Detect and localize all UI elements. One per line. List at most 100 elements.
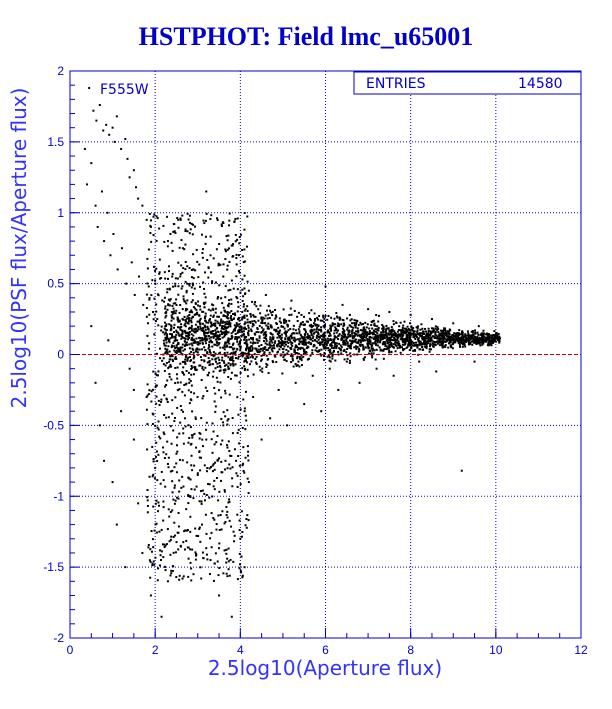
data-point xyxy=(236,238,239,241)
data-point xyxy=(412,341,415,344)
data-point xyxy=(227,224,230,227)
data-point xyxy=(228,302,231,305)
data-point xyxy=(460,469,463,472)
data-point xyxy=(174,551,177,554)
data-point xyxy=(255,347,258,350)
data-point xyxy=(163,271,166,274)
data-point xyxy=(188,381,191,384)
data-point xyxy=(228,247,231,250)
data-point xyxy=(399,321,402,324)
data-point xyxy=(293,350,296,353)
data-point xyxy=(242,351,245,354)
data-point xyxy=(234,336,237,339)
data-point xyxy=(249,356,252,359)
data-point xyxy=(253,332,256,335)
data-point xyxy=(230,319,233,322)
data-point xyxy=(154,320,157,323)
data-point xyxy=(164,569,167,572)
data-point xyxy=(313,328,316,331)
data-point xyxy=(241,334,244,337)
data-point xyxy=(428,350,431,353)
data-point xyxy=(311,339,314,342)
data-point xyxy=(485,336,488,339)
data-point xyxy=(219,263,222,266)
data-point xyxy=(160,528,163,531)
data-point xyxy=(204,328,207,331)
data-point xyxy=(438,332,441,335)
data-point xyxy=(408,349,411,352)
data-point xyxy=(242,398,245,401)
data-point xyxy=(152,473,155,476)
data-point xyxy=(429,330,432,333)
data-point xyxy=(204,326,207,329)
data-point xyxy=(365,326,368,329)
data-point xyxy=(288,314,291,317)
data-point xyxy=(228,260,231,263)
data-point xyxy=(439,340,442,343)
data-point xyxy=(199,469,202,472)
data-point xyxy=(155,384,158,387)
data-point xyxy=(222,421,225,424)
data-point xyxy=(234,332,237,335)
data-point xyxy=(260,316,263,319)
data-point xyxy=(218,333,221,336)
data-point xyxy=(190,342,193,345)
data-point xyxy=(175,344,178,347)
data-point xyxy=(194,554,197,557)
data-point xyxy=(279,335,282,338)
data-point xyxy=(316,326,319,329)
data-point xyxy=(295,345,298,348)
data-point xyxy=(356,353,359,356)
data-point xyxy=(311,337,314,340)
data-point xyxy=(204,349,207,352)
data-point xyxy=(406,338,409,341)
data-point xyxy=(309,331,312,334)
data-point xyxy=(497,335,500,338)
data-point xyxy=(411,340,414,343)
data-point xyxy=(228,463,231,466)
data-point xyxy=(190,384,193,387)
data-point xyxy=(350,318,353,321)
data-point xyxy=(260,347,263,350)
data-point xyxy=(162,500,165,503)
data-point xyxy=(280,333,283,336)
data-point xyxy=(253,303,256,306)
data-point xyxy=(246,310,249,313)
data-point xyxy=(249,346,252,349)
data-point xyxy=(191,284,194,287)
data-point xyxy=(407,344,410,347)
data-point xyxy=(177,293,180,296)
data-point xyxy=(153,333,156,336)
data-point xyxy=(254,333,257,336)
data-point xyxy=(269,338,272,341)
data-point xyxy=(168,339,171,342)
data-point xyxy=(318,350,321,353)
data-point xyxy=(207,328,210,331)
data-point xyxy=(149,225,152,228)
data-point xyxy=(223,348,226,351)
data-point xyxy=(415,326,418,329)
points-layer xyxy=(83,87,501,618)
data-point xyxy=(249,321,252,324)
data-point xyxy=(216,320,219,323)
data-point xyxy=(480,334,483,337)
data-point xyxy=(183,530,186,533)
data-point xyxy=(235,257,238,260)
data-point xyxy=(220,311,223,314)
data-point xyxy=(193,488,196,491)
data-point xyxy=(243,323,246,326)
data-point xyxy=(394,331,397,334)
data-point xyxy=(373,324,376,327)
data-point xyxy=(203,346,206,349)
data-point xyxy=(377,337,380,340)
data-point xyxy=(424,341,427,344)
data-point xyxy=(146,489,149,492)
data-point xyxy=(194,366,197,369)
data-point xyxy=(201,348,204,351)
data-point xyxy=(377,336,380,339)
data-point xyxy=(432,335,435,338)
data-point xyxy=(86,183,89,186)
data-point xyxy=(238,345,241,348)
data-point xyxy=(423,341,426,344)
data-point xyxy=(174,396,177,399)
